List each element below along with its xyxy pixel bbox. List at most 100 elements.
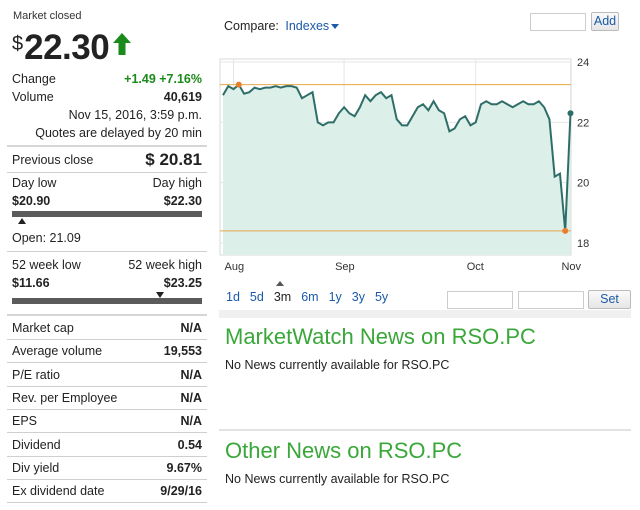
stat-value: N/A xyxy=(180,390,202,405)
compare-label: Compare: xyxy=(224,19,279,33)
stat-value: 9.67% xyxy=(166,460,202,475)
volume-label: Volume xyxy=(12,90,54,104)
wk52-low-value: $11.66 xyxy=(12,276,50,290)
change-label: Change xyxy=(12,72,56,86)
stat-row: P/E ratio N/A xyxy=(12,366,202,384)
day-range-marker xyxy=(17,218,26,224)
divider xyxy=(7,385,207,387)
price-chart: 24 22 20 18 Aug Sep Oct Nov xyxy=(219,57,631,284)
period-label: 3m xyxy=(273,290,292,304)
stat-row: Ex dividend date 9/29/16 xyxy=(12,482,202,500)
stat-label: P/E ratio xyxy=(12,367,60,382)
stat-row: Div yield 9.67% xyxy=(12,459,202,477)
day-range-labels: Day low Day high xyxy=(12,176,202,190)
last-price: 22.30 xyxy=(24,28,110,67)
prev-close-value: $ 20.81 xyxy=(145,150,202,169)
end-date-input[interactable] xyxy=(518,291,584,309)
stat-label: Ex dividend date xyxy=(12,484,105,499)
price-area xyxy=(223,84,571,255)
change-value: +1.49 +7.16% xyxy=(124,72,202,86)
day-high-value: $22.30 xyxy=(163,194,202,208)
wk52-range-labels: 52 week low 52 week high xyxy=(12,258,202,272)
quote-datetime: Nov 15, 2016, 3:59 p.m. xyxy=(68,108,202,122)
currency-symbol: $ xyxy=(12,33,24,55)
y-tick-label: 24 xyxy=(577,57,589,69)
period-1y[interactable]: 1y xyxy=(328,290,342,304)
stat-row: Dividend 0.54 xyxy=(12,436,202,454)
day-low-label: Day low xyxy=(12,176,57,190)
delay-note: Quotes are delayed by 20 min xyxy=(35,126,202,140)
marketwatch-news-message: No News currently available for RSO.PC xyxy=(225,358,450,372)
day-high-label: Day high xyxy=(152,176,202,190)
divider xyxy=(7,362,207,364)
divider xyxy=(7,339,207,340)
open-row: Open: 21.09 xyxy=(12,231,202,245)
compare-dropdown[interactable]: Indexes xyxy=(285,19,340,33)
add-button[interactable]: Add xyxy=(591,12,619,31)
prev-close-label: Previous close xyxy=(12,153,94,167)
stat-value: N/A xyxy=(180,321,202,335)
period-5y[interactable]: 5y xyxy=(374,290,389,304)
divider xyxy=(7,455,207,457)
day-range-values: $20.90 $22.30 xyxy=(12,194,202,208)
set-button[interactable]: Set xyxy=(588,290,631,309)
last-price-point xyxy=(567,110,574,117)
day-low-value: $20.90 xyxy=(12,194,51,208)
period-selector: 1d 5d 3m 6m 1y 3y 5y xyxy=(226,281,389,304)
compare-control: Compare: Indexes xyxy=(224,19,340,33)
divider xyxy=(7,432,207,434)
quote-datetime-row: Nov 15, 2016, 3:59 p.m. xyxy=(12,108,202,122)
stat-row: Rev. per Employee N/A xyxy=(12,389,202,407)
x-tick-label: Oct xyxy=(467,261,484,273)
wk52-high-label: 52 week high xyxy=(128,258,202,272)
stat-value: 19,553 xyxy=(163,344,202,359)
period-5d[interactable]: 5d xyxy=(249,290,264,304)
compare-symbol-input[interactable] xyxy=(530,13,586,31)
up-arrow-icon xyxy=(112,32,132,61)
period-3y[interactable]: 3y xyxy=(351,290,365,304)
stat-label: Market cap xyxy=(12,321,74,335)
period-6m[interactable]: 6m xyxy=(301,290,319,304)
open-value: Open: 21.09 xyxy=(12,231,81,245)
stat-row: EPS N/A xyxy=(12,412,202,430)
volume-value: 40,619 xyxy=(163,90,202,104)
wk52-high-value: $23.25 xyxy=(163,276,202,290)
divider xyxy=(7,408,207,410)
period-1d[interactable]: 1d xyxy=(226,290,240,304)
price-display: $ 22.30 xyxy=(12,28,132,68)
divider xyxy=(7,478,207,480)
wk52-low-label: 52 week low xyxy=(12,258,81,272)
x-tick-label: Nov xyxy=(561,261,581,273)
period-3m[interactable]: 3m xyxy=(273,281,292,304)
stat-label: EPS xyxy=(12,414,38,429)
stat-label: Average volume xyxy=(12,344,103,359)
quote-panel: Market closed $ 22.30 Change +1.49 +7.16… xyxy=(0,0,208,510)
other-news-title: Other News on RSO.PC xyxy=(225,438,463,463)
market-status: Market closed xyxy=(13,10,82,22)
divider xyxy=(7,502,207,504)
y-tick-label: 22 xyxy=(577,117,589,129)
stat-label: Dividend xyxy=(12,437,61,452)
other-news-message: No News currently available for RSO.PC xyxy=(225,472,450,486)
stat-value: 9/29/16 xyxy=(160,484,202,499)
volume-row: Volume 40,619 xyxy=(12,90,202,104)
x-tick-label: Aug xyxy=(225,261,245,273)
price-chart-canvas: 24 22 20 18 Aug Sep Oct Nov xyxy=(219,57,589,273)
stat-label: Div yield xyxy=(12,460,60,475)
divider xyxy=(7,145,207,147)
period-scrollbar xyxy=(219,310,631,318)
delay-note-row: Quotes are delayed by 20 min xyxy=(12,126,202,140)
news-divider xyxy=(219,429,631,431)
divider xyxy=(7,251,207,252)
extreme-point xyxy=(562,227,569,234)
marketwatch-news-title: MarketWatch News on RSO.PC xyxy=(225,324,536,349)
stat-value: 0.54 xyxy=(177,437,202,452)
stat-value: N/A xyxy=(180,367,202,382)
start-date-input[interactable] xyxy=(447,291,513,309)
change-row: Change +1.49 +7.16% xyxy=(12,72,202,86)
y-tick-label: 20 xyxy=(577,178,589,190)
selected-period-caret-icon xyxy=(275,281,284,286)
x-tick-label: Sep xyxy=(335,261,355,273)
divider xyxy=(7,172,207,173)
divider xyxy=(7,314,207,316)
